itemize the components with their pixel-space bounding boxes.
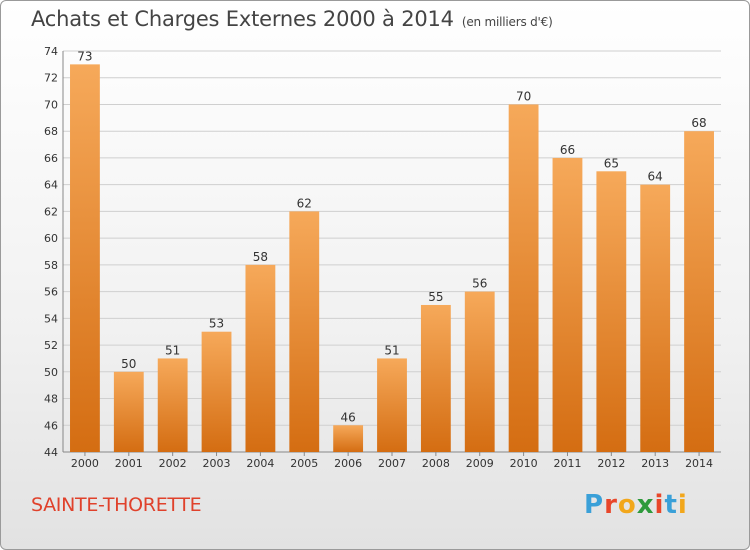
unit-label: (en milliers d'€) (461, 15, 553, 29)
y-tick-label: 66 (44, 152, 58, 165)
y-tick-label: 44 (44, 446, 58, 459)
y-tick-label: 72 (44, 72, 58, 85)
y-tick-label: 46 (44, 419, 58, 432)
x-tick-label: 2014 (685, 457, 713, 470)
x-tick-label: 2012 (597, 457, 625, 470)
bar-value-label: 65 (604, 156, 619, 170)
logo-letter: i (677, 490, 688, 520)
bar (157, 358, 188, 452)
bar-value-label: 70 (516, 89, 531, 103)
bar (596, 171, 627, 453)
bar-value-label: 56 (472, 277, 487, 291)
y-tick-label: 68 (44, 125, 58, 138)
bar (464, 291, 495, 452)
y-tick-label: 50 (44, 366, 58, 379)
bar (377, 358, 407, 452)
bar-value-label: 58 (253, 250, 268, 264)
x-tick-label: 2010 (510, 457, 538, 470)
x-tick-label: 2006 (334, 457, 362, 470)
y-tick-label: 54 (44, 312, 58, 325)
commune-name: SAINTE-THORETTE (31, 494, 202, 516)
y-tick-label: 74 (44, 45, 58, 58)
bar-value-label: 51 (384, 343, 399, 357)
y-tick-label: 48 (44, 393, 58, 406)
x-tick-label: 2007 (378, 457, 406, 470)
bar (684, 131, 714, 452)
proxiti-logo: Proxiti (584, 490, 688, 520)
x-tick-label: 2005 (290, 457, 318, 470)
logo-letter: P (584, 490, 605, 520)
bar (245, 264, 276, 452)
x-tick-label: 2011 (553, 457, 581, 470)
bar-value-label: 62 (297, 196, 312, 210)
bar (289, 211, 320, 452)
y-tick-label: 64 (44, 179, 58, 192)
x-tick-label: 2000 (71, 457, 99, 470)
x-tick-label: 2002 (159, 457, 187, 470)
bar-value-label: 73 (77, 49, 92, 63)
y-tick-label: 70 (44, 98, 58, 111)
title-text: Achats et Charges Externes 2000 à 2014 (31, 7, 454, 31)
bar (508, 104, 539, 452)
x-tick-label: 2009 (466, 457, 494, 470)
x-tick-label: 2001 (115, 457, 143, 470)
x-tick-label: 2013 (641, 457, 669, 470)
bar (113, 371, 144, 452)
logo-letter: x (636, 490, 655, 520)
bar (640, 184, 671, 452)
bar (70, 64, 100, 452)
logo-letter: r (604, 490, 618, 520)
bar (552, 157, 583, 452)
logo-letter: t (664, 490, 678, 520)
bar (333, 425, 364, 452)
logo-letter: o (617, 490, 637, 520)
x-tick-label: 2004 (246, 457, 274, 470)
bar-value-label: 50 (121, 357, 136, 371)
y-tick-label: 62 (44, 205, 58, 218)
x-tick-label: 2003 (203, 457, 231, 470)
bar-value-label: 64 (648, 170, 663, 184)
bar-value-label: 68 (691, 116, 706, 130)
bar-value-label: 66 (560, 143, 575, 157)
chart-title: Achats et Charges Externes 2000 à 2014 (e… (31, 7, 553, 31)
bar-value-label: 51 (165, 343, 180, 357)
logo-letter: i (654, 490, 665, 520)
bar-value-label: 55 (428, 290, 443, 304)
x-tick-label: 2008 (422, 457, 450, 470)
bar (201, 331, 232, 452)
y-tick-label: 56 (44, 286, 58, 299)
bar-value-label: 46 (340, 410, 355, 424)
y-tick-label: 58 (44, 259, 58, 272)
bar (420, 304, 451, 452)
bar-value-label: 53 (209, 317, 224, 331)
y-tick-label: 52 (44, 339, 58, 352)
y-tick-label: 60 (44, 232, 58, 245)
